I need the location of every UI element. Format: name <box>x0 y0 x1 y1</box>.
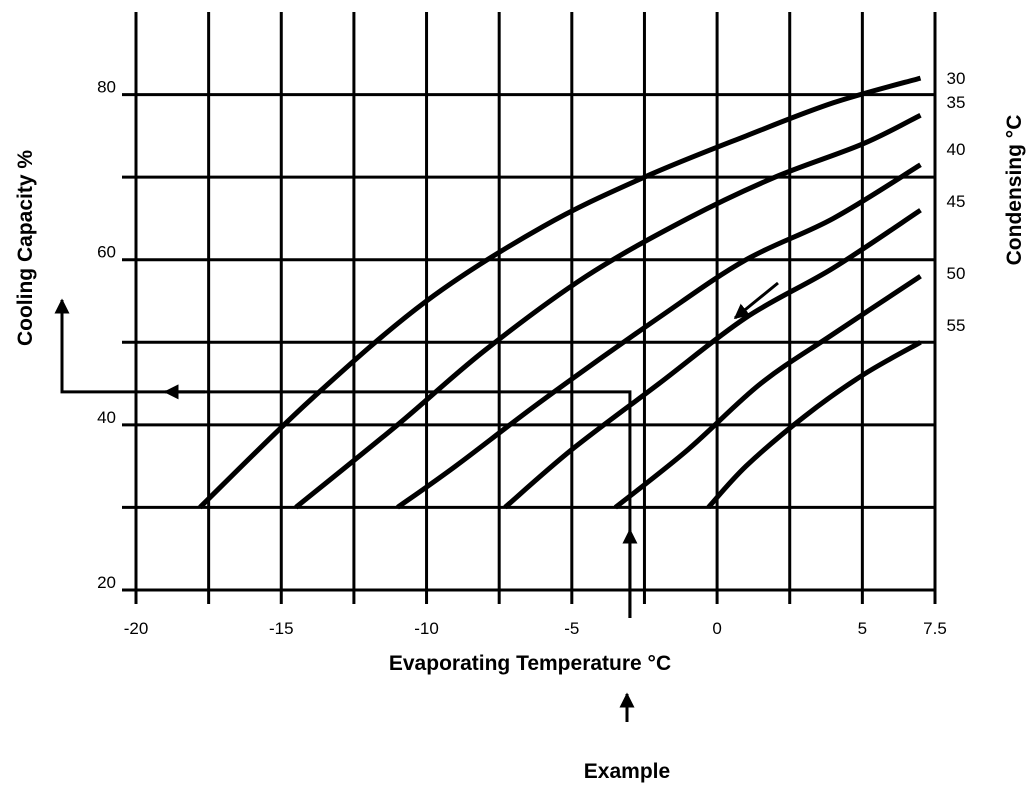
series-label-50: 50 <box>947 264 966 283</box>
series-label-35: 35 <box>947 93 966 112</box>
grid <box>122 12 937 604</box>
x-tick-label: -5 <box>564 619 579 638</box>
series-label-45: 45 <box>947 192 966 211</box>
x-tick-label: 0 <box>712 619 721 638</box>
example-guide-path <box>54 298 632 618</box>
curve-condensing-40 <box>396 162 922 510</box>
y-tick-label: 80 <box>97 78 116 97</box>
x-tick-label: -20 <box>124 619 149 638</box>
y-tick-label: 20 <box>97 573 116 592</box>
curve-condensing-35 <box>294 112 922 510</box>
curve-condensing-50 <box>613 274 922 510</box>
curves <box>198 75 922 510</box>
example-label: Example <box>584 760 670 783</box>
x-axis-title: Evaporating Temperature °C <box>389 652 671 675</box>
y-axis-title: Cooling Capacity % <box>14 150 37 346</box>
x-tick-label: 5 <box>858 619 867 638</box>
x-tick-label: -15 <box>269 619 294 638</box>
series-label-55: 55 <box>947 316 966 335</box>
right-axis-title: Condensing °C <box>1003 115 1026 266</box>
labels: -20 -15 -10 -5 0 5 7.5 20 40 60 80 30 35 40 45 50 55 <box>97 69 965 638</box>
series-label-30: 30 <box>947 69 966 88</box>
curve-condensing-30 <box>198 75 922 510</box>
y-tick-label: 40 <box>97 408 116 427</box>
example-guides <box>54 281 779 722</box>
example-arrow-diagonal <box>733 281 779 320</box>
curve-condensing-45 <box>503 208 922 510</box>
curve-condensing-55 <box>706 340 922 510</box>
y-tick-label: 60 <box>97 243 116 262</box>
x-tick-label: -10 <box>414 619 439 638</box>
x-tick-label: 7.5 <box>923 619 947 638</box>
series-label-40: 40 <box>947 140 966 159</box>
